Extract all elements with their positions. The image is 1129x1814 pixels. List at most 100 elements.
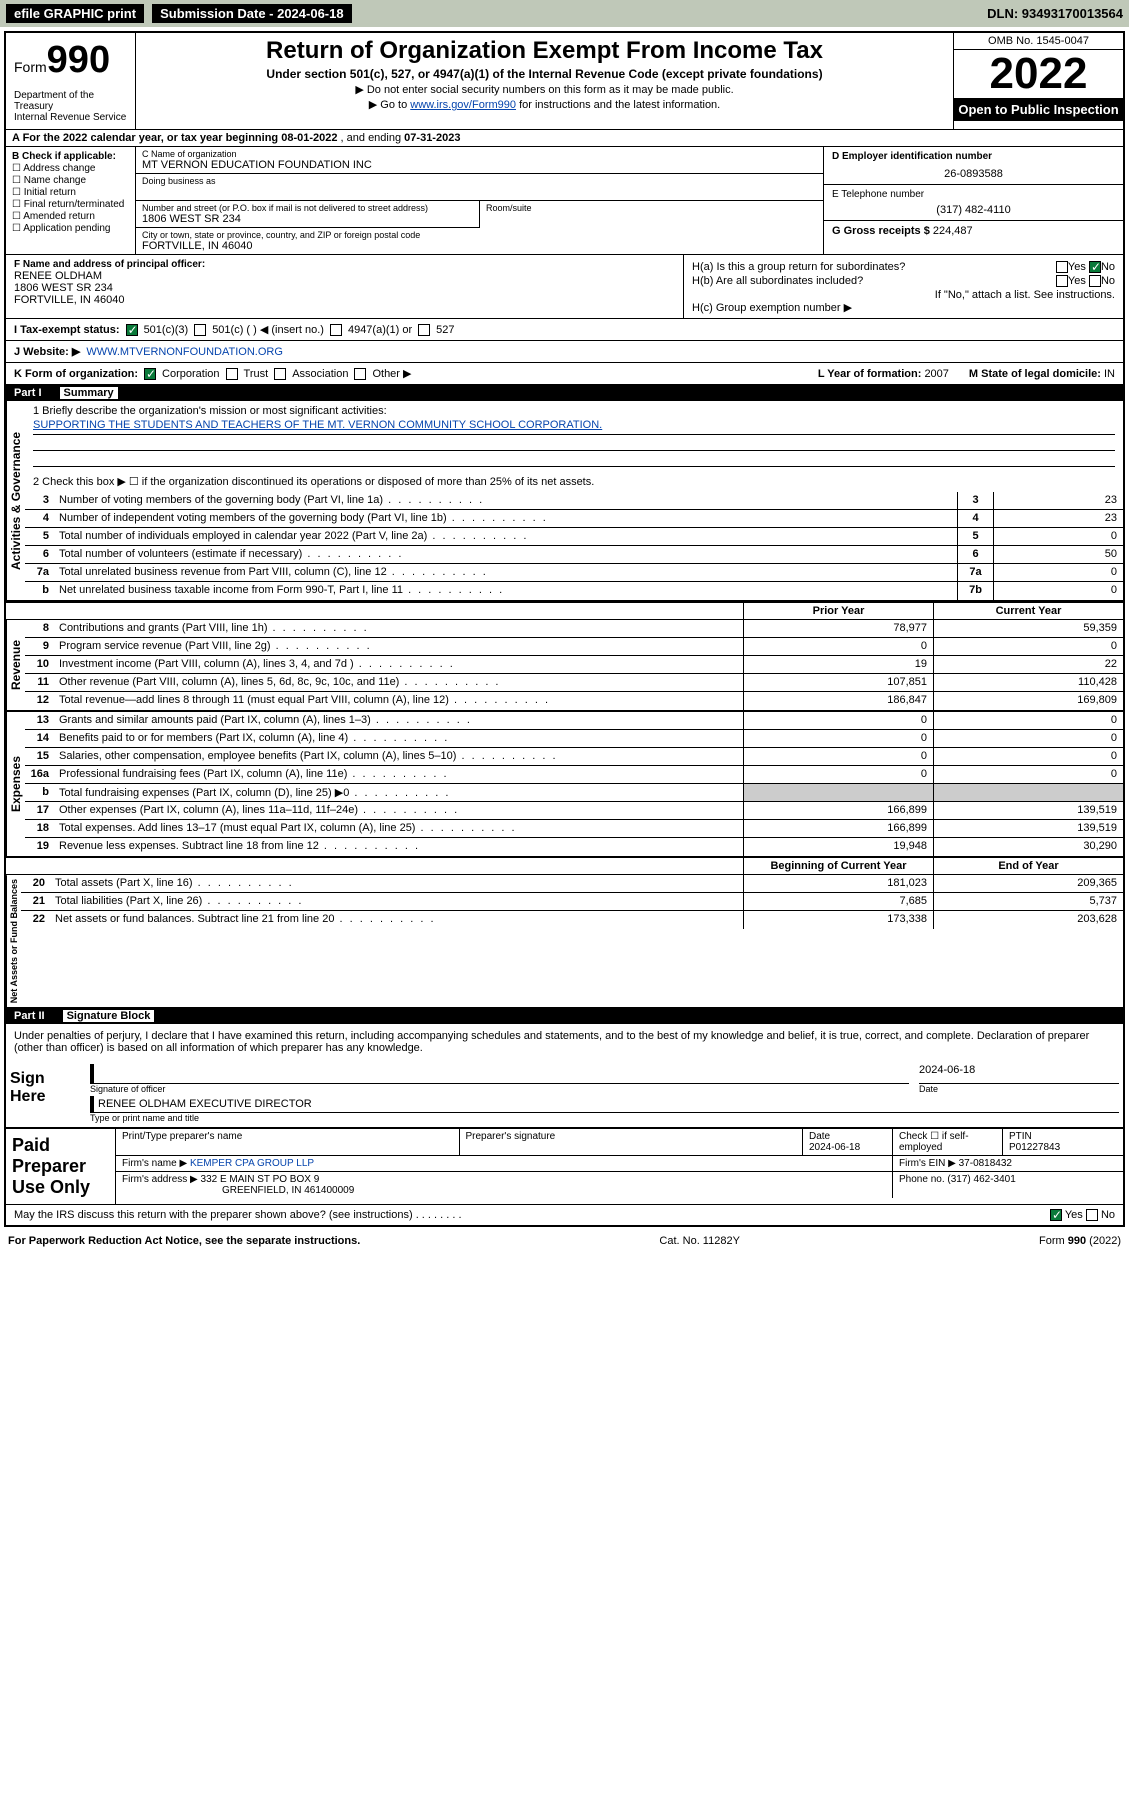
hb-opts: Yes No bbox=[1056, 275, 1115, 287]
na-lines: 20Total assets (Part X, line 16) 181,023… bbox=[21, 875, 1123, 1007]
cb-pending[interactable]: ☐ Application pending bbox=[12, 223, 129, 234]
part2-pt: Part II bbox=[14, 1010, 45, 1022]
col-deg: D Employer identification number 26-0893… bbox=[823, 147, 1123, 254]
mission-blank1 bbox=[33, 437, 1115, 451]
row-a: A For the 2022 calendar year, or tax yea… bbox=[6, 130, 1123, 147]
i-501c-ck[interactable] bbox=[194, 324, 206, 336]
cb-amended[interactable]: ☐ Amended return bbox=[12, 211, 129, 222]
gov-line: 7aTotal unrelated business revenue from … bbox=[25, 564, 1123, 582]
paid-label: Paid Preparer Use Only bbox=[6, 1129, 116, 1204]
k-corp-ck[interactable] bbox=[144, 368, 156, 380]
exp-lines: 13Grants and similar amounts paid (Part … bbox=[25, 712, 1123, 856]
i-501c3-ck[interactable] bbox=[126, 324, 138, 336]
l-val: 2007 bbox=[924, 368, 948, 380]
gov-line: 6Total number of volunteers (estimate if… bbox=[25, 546, 1123, 564]
sig-decl: Under penalties of perjury, I declare th… bbox=[6, 1024, 1123, 1060]
hb-yes-ck[interactable] bbox=[1056, 275, 1068, 287]
i-527-ck[interactable] bbox=[418, 324, 430, 336]
m-val: IN bbox=[1104, 368, 1115, 380]
cb-name[interactable]: ☐ Name change bbox=[12, 175, 129, 186]
ha-yes-ck[interactable] bbox=[1056, 261, 1068, 273]
form-word: Form bbox=[14, 59, 47, 75]
dba-label: Doing business as bbox=[142, 176, 817, 186]
block-f-h: F Name and address of principal officer:… bbox=[6, 255, 1123, 319]
side-gov: Activities & Governance bbox=[6, 401, 25, 600]
city-val: FORTVILLE, IN 46040 bbox=[142, 240, 817, 252]
k-trust-ck[interactable] bbox=[226, 368, 238, 380]
open-public: Open to Public Inspection bbox=[954, 98, 1123, 121]
may-yes-ck[interactable] bbox=[1050, 1209, 1062, 1221]
part2-header: Part II Signature Block bbox=[6, 1008, 1123, 1024]
sect-revenue: Revenue 8Contributions and grants (Part … bbox=[6, 620, 1123, 712]
f-left: F Name and address of principal officer:… bbox=[6, 255, 683, 318]
cell-dba: Doing business as bbox=[136, 174, 823, 201]
foot-mid: Cat. No. 11282Y bbox=[659, 1235, 740, 1247]
name-title-cell: RENEE OLDHAM EXECUTIVE DIRECTOR bbox=[90, 1096, 1119, 1113]
cb-final[interactable]: ☐ Final return/terminated bbox=[12, 199, 129, 210]
p-h4: Check ☐ if self-employed bbox=[893, 1129, 1003, 1155]
sig-officer-lbl: Signature of officer bbox=[90, 1084, 909, 1094]
form-title: Return of Organization Exempt From Incom… bbox=[146, 37, 943, 65]
i-4947-ck[interactable] bbox=[330, 324, 342, 336]
website-link[interactable]: WWW.MTVERNONFOUNDATION.ORG bbox=[86, 346, 283, 358]
mission-block: 1 Briefly describe the organization's mi… bbox=[25, 401, 1123, 492]
k-assoc-ck[interactable] bbox=[274, 368, 286, 380]
dba-val bbox=[142, 186, 817, 198]
submission-btn[interactable]: Submission Date - 2024-06-18 bbox=[152, 4, 352, 23]
mission-label: 1 Briefly describe the organization's mi… bbox=[33, 405, 1115, 417]
line: 17Other expenses (Part IX, column (A), l… bbox=[25, 802, 1123, 820]
c-val: MT VERNON EDUCATION FOUNDATION INC bbox=[142, 159, 817, 171]
row-k: K Form of organization: Corporation Trus… bbox=[6, 363, 1123, 385]
p-h5: PTINP01227843 bbox=[1003, 1129, 1123, 1155]
f-addr2: FORTVILLE, IN 46040 bbox=[14, 294, 675, 306]
f-name: RENEE OLDHAM bbox=[14, 270, 675, 282]
efile-btn[interactable]: efile GRAPHIC print bbox=[6, 4, 144, 23]
phone-cell: Phone no. (317) 462-3401 bbox=[893, 1172, 1123, 1198]
sig-date-val: 2024-06-18 bbox=[919, 1064, 1119, 1084]
hb-note: If "No," attach a list. See instructions… bbox=[692, 289, 1115, 301]
ha-row: H(a) Is this a group return for subordin… bbox=[692, 261, 1115, 273]
dept: Department of the Treasury Internal Reve… bbox=[14, 90, 127, 123]
cell-street: Number and street (or P.O. box if mail i… bbox=[136, 201, 479, 228]
foot-right: Form 990 (2022) bbox=[1039, 1235, 1121, 1247]
sig-date-lbl: Date bbox=[919, 1084, 1119, 1094]
l-label: L Year of formation: bbox=[818, 368, 925, 380]
line: 21Total liabilities (Part X, line 26) 7,… bbox=[21, 893, 1123, 911]
i-opt4: 527 bbox=[436, 324, 454, 336]
ha-opts: Yes No bbox=[1056, 261, 1115, 273]
sig-officer-cell: Signature of officer bbox=[90, 1064, 909, 1094]
line: 12Total revenue—add lines 8 through 11 (… bbox=[25, 692, 1123, 710]
line: 15Salaries, other compensation, employee… bbox=[25, 748, 1123, 766]
d-val: 26-0893588 bbox=[832, 168, 1115, 180]
block-b-to-g: B Check if applicable: ☐ Address change … bbox=[6, 147, 1123, 255]
hb-no-ck[interactable] bbox=[1089, 275, 1101, 287]
i-opt2: 501(c) ( ) ◀ (insert no.) bbox=[212, 323, 324, 336]
k-corp: Corporation bbox=[162, 368, 219, 380]
form-outer: Form990 Department of the Treasury Inter… bbox=[4, 31, 1125, 1227]
hdr-right: OMB No. 1545-0047 2022 Open to Public In… bbox=[953, 33, 1123, 129]
cb-initial[interactable]: ☐ Initial return bbox=[12, 187, 129, 198]
sign-here-row: Sign Here Signature of officer 2024-06-1… bbox=[6, 1060, 1123, 1128]
foot-left: For Paperwork Reduction Act Notice, see … bbox=[8, 1235, 360, 1247]
line: 14Benefits paid to or for members (Part … bbox=[25, 730, 1123, 748]
rev-lines: 8Contributions and grants (Part VIII, li… bbox=[25, 620, 1123, 710]
paid-body: Print/Type preparer's name Preparer's si… bbox=[116, 1129, 1123, 1204]
firm-name-link[interactable]: KEMPER CPA GROUP LLP bbox=[190, 1158, 314, 1169]
e-val: (317) 482-4110 bbox=[832, 204, 1115, 216]
cell-g: G Gross receipts $ 224,487 bbox=[824, 221, 1123, 241]
col-b-label: B Check if applicable: bbox=[12, 151, 129, 162]
omb: OMB No. 1545-0047 bbox=[954, 33, 1123, 50]
side-rev: Revenue bbox=[6, 620, 25, 710]
may-no-ck[interactable] bbox=[1086, 1209, 1098, 1221]
k-other-ck[interactable] bbox=[354, 368, 366, 380]
form-number: Form990 bbox=[14, 39, 127, 82]
irs-link[interactable]: www.irs.gov/Form990 bbox=[410, 99, 516, 111]
topbar: efile GRAPHIC print Submission Date - 20… bbox=[0, 0, 1129, 27]
cb-addr[interactable]: ☐ Address change bbox=[12, 163, 129, 174]
part1-pt: Part I bbox=[14, 387, 42, 399]
sect-netassets: Net Assets or Fund Balances 20Total asse… bbox=[6, 875, 1123, 1008]
paid-preparer: Paid Preparer Use Only Print/Type prepar… bbox=[6, 1128, 1123, 1205]
cell-city: City or town, state or province, country… bbox=[136, 228, 823, 254]
ha-no-ck[interactable] bbox=[1089, 261, 1101, 273]
sign-here-label: Sign Here bbox=[6, 1060, 86, 1127]
